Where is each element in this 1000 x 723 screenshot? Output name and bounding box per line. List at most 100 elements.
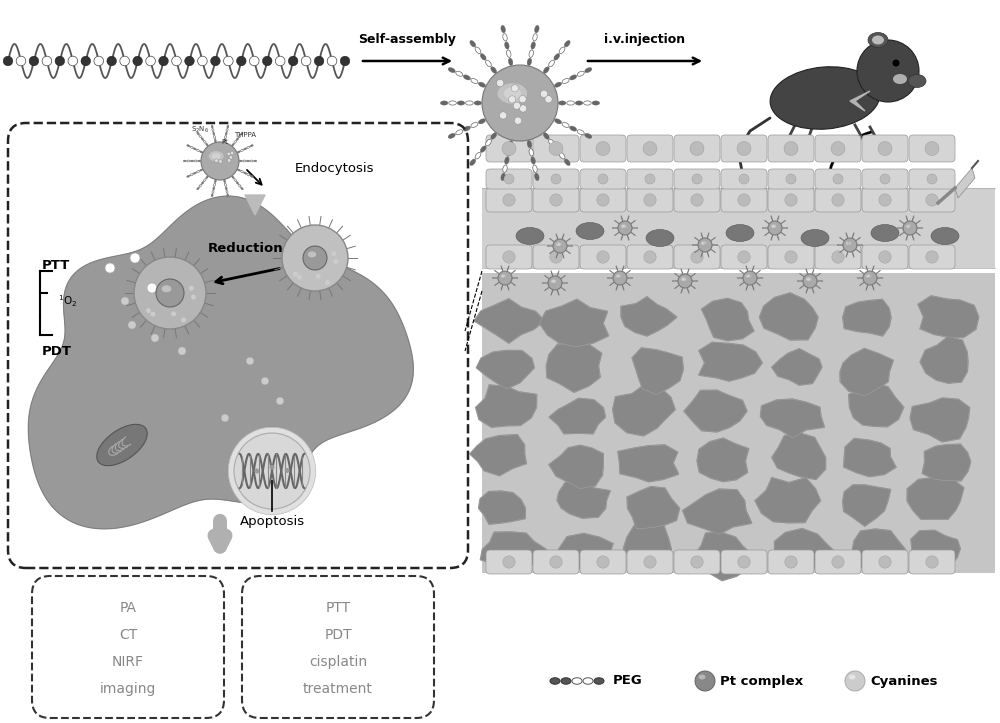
Ellipse shape <box>931 228 959 244</box>
Circle shape <box>680 281 681 283</box>
Circle shape <box>643 142 657 155</box>
Ellipse shape <box>204 179 206 181</box>
Circle shape <box>691 194 703 206</box>
Text: PTT: PTT <box>42 259 70 272</box>
Circle shape <box>55 56 65 66</box>
Circle shape <box>497 80 504 87</box>
Ellipse shape <box>194 160 197 162</box>
Ellipse shape <box>550 677 560 684</box>
Circle shape <box>926 556 938 568</box>
Ellipse shape <box>199 184 202 187</box>
Polygon shape <box>850 91 870 111</box>
Circle shape <box>751 275 752 276</box>
Ellipse shape <box>556 242 561 246</box>
Polygon shape <box>955 168 975 198</box>
Ellipse shape <box>621 224 626 228</box>
Circle shape <box>843 238 857 252</box>
Circle shape <box>514 117 522 124</box>
Circle shape <box>738 194 750 206</box>
Text: PEG: PEG <box>613 675 643 688</box>
FancyBboxPatch shape <box>674 135 720 162</box>
Circle shape <box>678 274 692 288</box>
Ellipse shape <box>698 675 706 680</box>
Text: PA: PA <box>120 601 136 615</box>
Ellipse shape <box>543 133 549 140</box>
Polygon shape <box>918 296 979 338</box>
Ellipse shape <box>201 181 204 184</box>
Polygon shape <box>540 299 609 347</box>
Text: PDT: PDT <box>324 628 352 642</box>
Ellipse shape <box>457 101 465 105</box>
FancyBboxPatch shape <box>674 169 720 189</box>
Ellipse shape <box>244 172 247 174</box>
Circle shape <box>316 274 321 279</box>
Circle shape <box>191 294 196 299</box>
Ellipse shape <box>577 72 584 76</box>
Circle shape <box>695 671 715 691</box>
Circle shape <box>146 308 151 313</box>
Circle shape <box>739 174 749 184</box>
Polygon shape <box>910 398 970 442</box>
Circle shape <box>550 556 562 568</box>
Ellipse shape <box>868 33 888 48</box>
Polygon shape <box>852 529 905 568</box>
Ellipse shape <box>480 146 486 153</box>
Circle shape <box>561 246 562 247</box>
Ellipse shape <box>456 72 463 76</box>
Ellipse shape <box>682 278 685 281</box>
Ellipse shape <box>561 677 571 684</box>
Circle shape <box>189 286 194 291</box>
Circle shape <box>691 251 703 263</box>
Ellipse shape <box>594 677 604 684</box>
Ellipse shape <box>801 229 829 247</box>
Ellipse shape <box>466 101 473 105</box>
Ellipse shape <box>212 129 214 132</box>
Circle shape <box>880 174 890 184</box>
FancyBboxPatch shape <box>862 135 908 162</box>
FancyBboxPatch shape <box>580 550 626 574</box>
Ellipse shape <box>906 224 911 228</box>
Ellipse shape <box>214 136 216 139</box>
Circle shape <box>237 56 246 66</box>
Circle shape <box>878 142 892 155</box>
Ellipse shape <box>746 274 751 278</box>
FancyBboxPatch shape <box>533 188 579 212</box>
Text: NIRF: NIRF <box>112 655 144 669</box>
Circle shape <box>597 251 609 263</box>
Circle shape <box>3 56 13 66</box>
Ellipse shape <box>585 68 592 72</box>
Polygon shape <box>920 336 968 383</box>
Ellipse shape <box>212 190 214 193</box>
Circle shape <box>749 277 751 278</box>
FancyBboxPatch shape <box>909 135 955 162</box>
FancyBboxPatch shape <box>533 169 579 189</box>
Circle shape <box>785 251 797 263</box>
Ellipse shape <box>475 47 481 54</box>
FancyBboxPatch shape <box>862 169 908 189</box>
Ellipse shape <box>533 165 537 172</box>
Circle shape <box>504 277 506 278</box>
Ellipse shape <box>558 101 566 105</box>
Ellipse shape <box>507 149 511 156</box>
Ellipse shape <box>681 278 686 281</box>
Ellipse shape <box>846 241 851 245</box>
Ellipse shape <box>214 183 216 187</box>
Circle shape <box>619 277 621 278</box>
FancyBboxPatch shape <box>862 245 908 269</box>
Ellipse shape <box>501 274 506 278</box>
FancyBboxPatch shape <box>721 169 767 189</box>
Polygon shape <box>632 348 683 395</box>
Ellipse shape <box>554 82 562 87</box>
Ellipse shape <box>241 187 243 190</box>
Polygon shape <box>843 299 891 336</box>
FancyBboxPatch shape <box>486 135 532 162</box>
Circle shape <box>738 251 750 263</box>
Ellipse shape <box>241 132 243 135</box>
Circle shape <box>228 427 316 515</box>
Ellipse shape <box>475 153 481 159</box>
FancyBboxPatch shape <box>815 245 861 269</box>
Circle shape <box>227 152 231 155</box>
Polygon shape <box>755 478 821 523</box>
Polygon shape <box>474 299 545 343</box>
Polygon shape <box>476 385 537 427</box>
